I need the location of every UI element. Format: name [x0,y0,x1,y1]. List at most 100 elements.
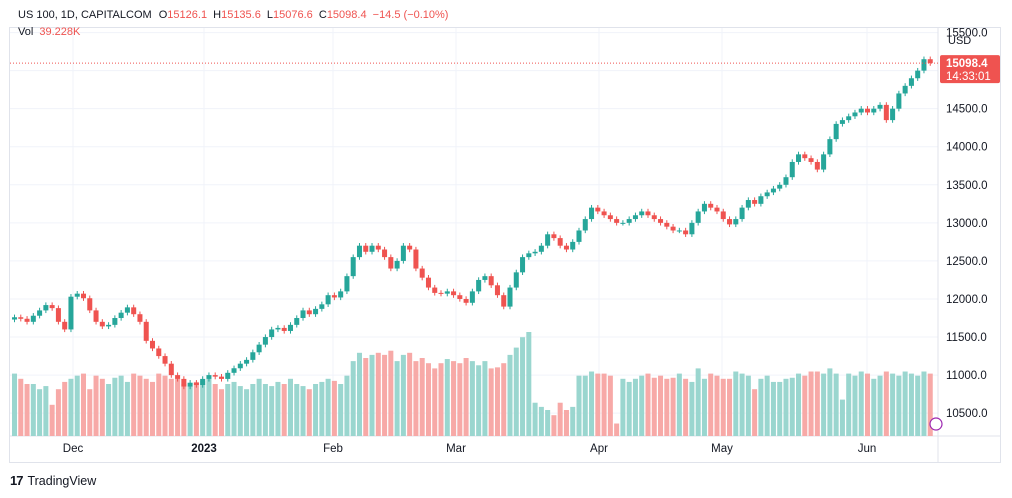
candle-body [288,325,293,331]
volume-bar [275,382,280,436]
volume-bar [225,384,230,436]
candle-body [219,377,224,379]
volume-bar [294,384,299,436]
volume-bar [727,379,732,436]
volume-bar [915,376,920,436]
candle-body [570,242,575,250]
y-tick-label: 14500.0 [946,104,988,116]
candle-body [658,219,663,223]
candle-body [533,252,538,254]
x-tick-label: 2023 [191,443,217,455]
candle-body [188,383,193,387]
candle-body [257,345,262,353]
y-tick-label: 13000.0 [946,218,988,230]
volume-bar [319,382,324,436]
candle-body [194,383,199,385]
volume-bar [583,376,588,436]
candle-body [213,375,218,377]
candlestick-chart[interactable]: 15500.015000.014500.014000.013500.013000… [10,28,1000,462]
candle-body [250,352,255,360]
candle-body [595,208,600,212]
volume-bar [495,367,500,436]
x-tick-label: Jun [858,443,877,455]
volume-label[interactable]: Vol [18,26,33,38]
candle-body [81,294,86,299]
volume-bar [219,389,224,436]
x-tick-label: May [711,443,733,455]
volume-bar [363,358,368,436]
candle-body [520,257,525,272]
x-tick-label: Mar [446,443,466,455]
candle-body [25,319,30,322]
close-value: 15098.4 [327,9,367,21]
candle-body [752,200,757,204]
candle-body [112,318,117,325]
x-tick-label: Apr [590,443,608,455]
candle-body [507,288,512,307]
candle-body [119,313,124,318]
candle-body [809,158,814,162]
y-tick-label: 13500.0 [946,180,988,192]
candle-body [351,257,356,276]
volume-bar [56,389,61,436]
candle-body [727,219,732,224]
volume-bar [282,384,287,436]
candle-body [777,185,782,189]
candle-body [282,328,287,331]
tradingview-logo-icon: 17 [10,473,22,488]
volume-bar [457,363,462,436]
x-tick-label: Feb [323,443,343,455]
candle-body [401,246,406,261]
volume-bar [777,382,782,436]
volume-bar [50,405,55,436]
volume-bar [683,379,688,436]
candle-body [602,211,607,215]
candle-body [269,329,274,337]
volume-bar [821,374,826,436]
volume-bar [194,382,199,436]
chart-panel[interactable]: 15500.015000.014500.014000.013500.013000… [9,27,1001,463]
candle-body [815,162,820,170]
candle-body [445,291,450,293]
volume-bar [896,376,901,436]
brand-name: TradingView [27,474,96,488]
candle-body [382,250,387,258]
volume-bar [476,365,481,436]
volume-bar [156,374,161,436]
candle-body [783,177,788,185]
volume-bar [570,407,575,436]
candle-body [100,322,105,327]
volume-bar [112,378,117,436]
volume-bar [658,376,663,436]
candle-body [821,154,826,169]
volume-bar [144,379,149,436]
volume-bar [37,389,42,436]
symbol-label[interactable]: US 100, 1D, CAPITALCOM [18,9,152,21]
candle-body [50,305,55,308]
volume-bar [232,382,237,436]
volume-bar [163,376,168,436]
candle-body [344,276,349,291]
y-tick-label: 10500.0 [946,408,988,420]
volume-bar [871,379,876,436]
volume-bar [589,372,594,436]
candle-body [840,120,845,124]
volume-bar [137,376,142,436]
y-tick-label: 11000.0 [946,370,987,382]
volume-bar [501,363,506,436]
volume-bar [25,384,30,436]
candle-body [476,280,481,291]
volume-bar [445,359,450,436]
volume-bar [213,384,218,436]
candle-body [144,322,149,341]
volume-bar [43,386,48,436]
candle-body [426,278,431,288]
candle-body [370,246,375,252]
high-value: 15135.6 [221,9,261,21]
candle-body [150,341,155,349]
volume-bar [740,374,745,436]
footer-brand[interactable]: 17 TradingView [10,473,96,488]
change-value: −14.5 (−0.10%) [373,9,449,21]
volume-bar [507,355,512,436]
candle-body [501,295,506,306]
